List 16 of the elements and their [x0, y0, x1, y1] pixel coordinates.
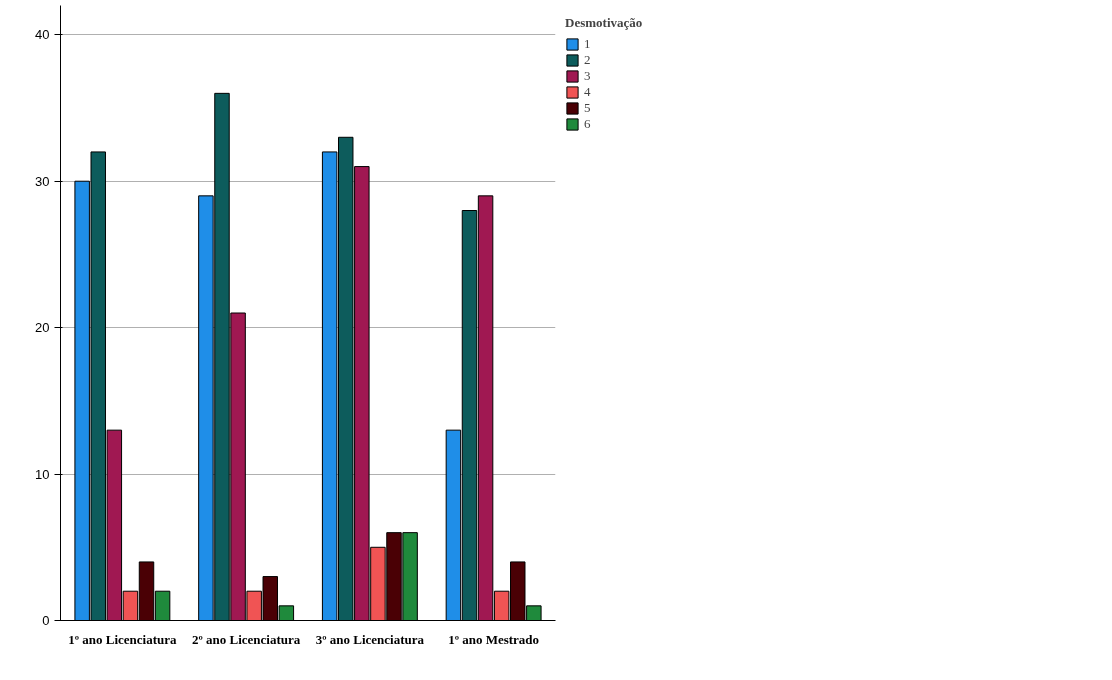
y-tick-label: 20	[35, 320, 50, 336]
y-tick-label: 10	[35, 466, 50, 482]
x-tick-label: 1º ano Licenciatura	[68, 631, 178, 647]
legend-label: 6	[584, 116, 592, 132]
y-tick-label: 40	[35, 27, 50, 43]
legend-label: 4	[584, 84, 592, 100]
x-tick-label: 1º ano Mestrado	[448, 631, 540, 647]
y-tick-label: 30	[35, 173, 50, 189]
legend-title: Desmotivação	[565, 15, 643, 31]
x-tick-label: 2º ano Licenciatura	[191, 631, 301, 647]
y-tick-label: 0	[42, 613, 50, 628]
legend-label: 3	[584, 68, 592, 84]
legend-label: 5	[584, 100, 592, 116]
legend-label: 2	[584, 52, 592, 68]
x-tick-label: 3º ano Licenciatura	[315, 631, 425, 647]
legend-label: 1	[584, 36, 592, 52]
